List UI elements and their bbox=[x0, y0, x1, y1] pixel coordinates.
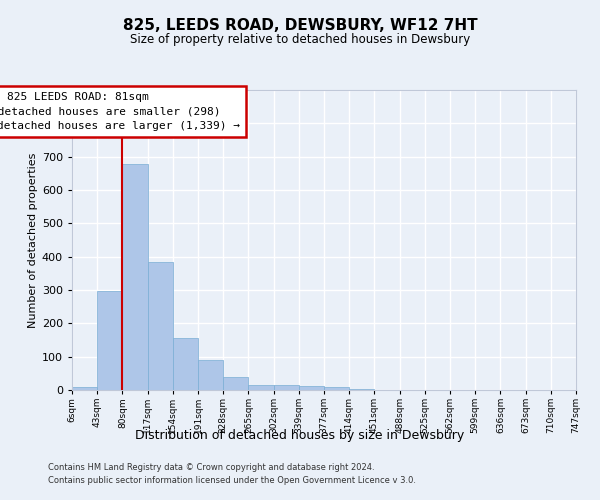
Bar bbox=[299, 386, 324, 390]
Bar bbox=[72, 388, 97, 390]
Bar bbox=[198, 360, 223, 390]
Bar bbox=[349, 388, 374, 390]
Bar bbox=[122, 164, 148, 390]
Text: Contains public sector information licensed under the Open Government Licence v : Contains public sector information licen… bbox=[48, 476, 416, 485]
Bar bbox=[148, 262, 173, 390]
Bar bbox=[324, 388, 349, 390]
Text: 825, LEEDS ROAD, DEWSBURY, WF12 7HT: 825, LEEDS ROAD, DEWSBURY, WF12 7HT bbox=[122, 18, 478, 32]
Text: Distribution of detached houses by size in Dewsbury: Distribution of detached houses by size … bbox=[136, 428, 464, 442]
Text: Size of property relative to detached houses in Dewsbury: Size of property relative to detached ho… bbox=[130, 32, 470, 46]
Text: 825 LEEDS ROAD: 81sqm
← 18% of detached houses are smaller (298)
80% of semi-det: 825 LEEDS ROAD: 81sqm ← 18% of detached … bbox=[0, 92, 240, 132]
Bar bbox=[97, 291, 122, 390]
Y-axis label: Number of detached properties: Number of detached properties bbox=[28, 152, 38, 328]
Text: Contains HM Land Registry data © Crown copyright and database right 2024.: Contains HM Land Registry data © Crown c… bbox=[48, 464, 374, 472]
Bar bbox=[248, 385, 274, 390]
Bar bbox=[173, 338, 198, 390]
Bar bbox=[274, 386, 299, 390]
Bar bbox=[223, 376, 248, 390]
